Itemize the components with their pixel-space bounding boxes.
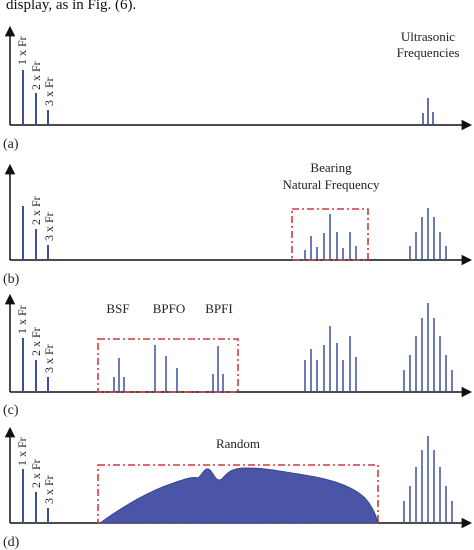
ultrasonic-lines xyxy=(409,208,447,260)
annotation-line: Natural Frequency xyxy=(282,177,380,192)
panel-c: 1 x Fr 2 x Fr 3 x Fr BSF BPFO BPFI (c) xyxy=(3,293,473,418)
natural-frequency-lines xyxy=(304,326,357,392)
harmonic-label-1x: 1 x Fr xyxy=(15,36,29,65)
random-noise-box xyxy=(97,464,379,524)
annotation-line: Random xyxy=(216,436,260,451)
natural-frequency-lines xyxy=(304,214,357,260)
random-noise-area xyxy=(98,467,379,524)
harmonic-label-2x: 2 x Fr xyxy=(29,61,43,90)
caption-fragment: display, as in Fig. (6). xyxy=(6,0,137,13)
panel-b: 2 x Fr 3 x Fr Bearing Natural Frequency … xyxy=(3,160,473,287)
harmonic-label-2x: 2 x Fr xyxy=(29,196,43,225)
annotation-line: Frequencies xyxy=(397,45,460,60)
harmonic-lines xyxy=(22,206,49,260)
harmonic-label-3x: 3 x Fr xyxy=(42,77,56,106)
harmonic-label-1x: 1 x Fr xyxy=(15,437,29,466)
harmonic-label-2x: 2 x Fr xyxy=(29,327,43,356)
panel-label: (b) xyxy=(3,272,20,287)
ultrasonic-lines xyxy=(422,98,434,125)
fault-label-bsf: BSF xyxy=(106,301,129,316)
panel-label: (d) xyxy=(3,535,20,550)
panel-label: (a) xyxy=(3,137,19,152)
fault-label-bpfo: BPFO xyxy=(153,301,186,316)
panel-label: (c) xyxy=(3,403,19,418)
harmonic-lines xyxy=(22,338,49,392)
ultrasonic-lines xyxy=(403,436,453,523)
panel-d: 1 x Fr 2 x Fr 3 x Fr Random (d) xyxy=(3,426,473,550)
fault-label-bpfi: BPFI xyxy=(205,301,232,316)
harmonic-label-3x: 3 x Fr xyxy=(42,344,56,373)
fault-frequency-box xyxy=(97,338,239,393)
harmonic-lines xyxy=(22,70,49,125)
ultrasonic-lines xyxy=(403,303,453,392)
annotation-line: Bearing xyxy=(310,160,352,175)
panel-a: 1 x Fr 2 x Fr 3 x Fr Ultrasonic Frequenc… xyxy=(3,25,473,152)
harmonic-label-3x: 3 x Fr xyxy=(42,475,56,504)
harmonic-lines xyxy=(22,469,49,523)
harmonic-label-1x: 1 x Fr xyxy=(15,305,29,334)
annotation-line: Ultrasonic xyxy=(401,29,455,44)
harmonic-label-3x: 3 x Fr xyxy=(42,212,56,241)
harmonic-label-2x: 2 x Fr xyxy=(29,459,43,488)
fault-frequency-lines xyxy=(113,345,224,392)
